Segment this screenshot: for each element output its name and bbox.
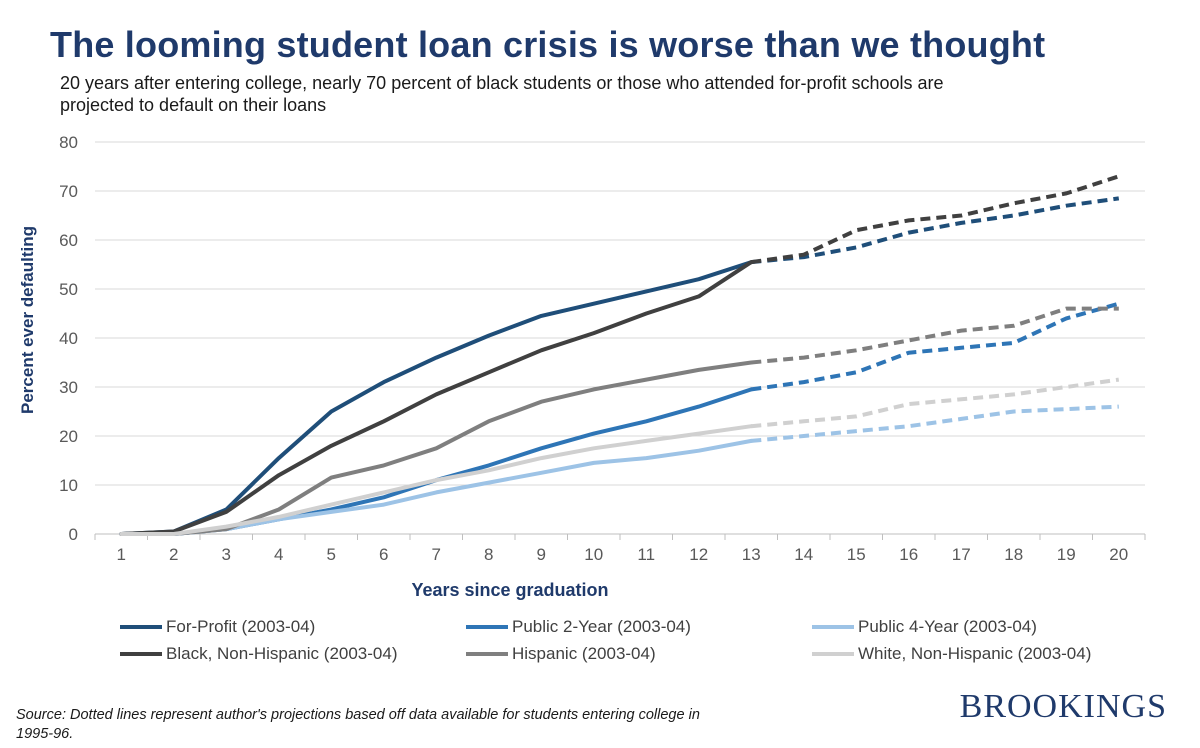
x-axis-label: Years since graduation xyxy=(411,580,608,600)
x-tick-label: 5 xyxy=(327,545,336,564)
y-tick-label: 70 xyxy=(59,182,78,201)
legend-swatch xyxy=(466,625,508,629)
series-line-projected xyxy=(751,377,1120,429)
legend-label: Public 2-Year (2003-04) xyxy=(512,617,691,636)
y-tick-label: 30 xyxy=(59,378,78,397)
legend-item: For-Profit (2003-04) xyxy=(120,616,466,638)
legend-label: White, Non-Hispanic (2003-04) xyxy=(858,644,1092,663)
series-line-projected xyxy=(751,306,1119,365)
x-tick-label: 3 xyxy=(222,545,231,564)
gridlines xyxy=(95,141,1145,486)
source-note: Source: Dotted lines represent author's … xyxy=(16,707,700,742)
series-lines xyxy=(119,174,1120,536)
brookings-logo: BROOKINGS xyxy=(959,688,1167,725)
y-tick-label: 20 xyxy=(59,427,78,446)
legend-item: Public 2-Year (2003-04) xyxy=(466,616,812,638)
x-tick-label: 14 xyxy=(794,545,813,564)
x-tick-label: 9 xyxy=(537,545,546,564)
chart-legend: For-Profit (2003-04) Public 2-Year (2003-… xyxy=(120,616,1200,665)
legend-label: Public 4-Year (2003-04) xyxy=(858,617,1037,636)
x-tick-label: 15 xyxy=(847,545,866,564)
series-line-projected xyxy=(751,404,1119,443)
series-line-observed xyxy=(119,438,754,536)
series-line-observed xyxy=(119,360,754,536)
series-line-projected xyxy=(751,301,1120,392)
legend-item: Black, Non-Hispanic (2003-04) xyxy=(120,643,466,665)
legend-item: Public 4-Year (2003-04) xyxy=(812,616,1158,638)
legend-label: Black, Non-Hispanic (2003-04) xyxy=(166,644,398,663)
x-tick-label: 20 xyxy=(1109,545,1128,564)
legend-swatch xyxy=(812,652,854,656)
legend-swatch xyxy=(812,625,854,629)
y-tick-label: 80 xyxy=(59,133,78,152)
legend-swatch xyxy=(120,625,162,629)
x-tick-label: 13 xyxy=(742,545,761,564)
x-tick-label: 12 xyxy=(689,545,708,564)
series-line-observed xyxy=(119,260,754,536)
legend-swatch xyxy=(120,652,162,656)
x-tick-label: 11 xyxy=(637,545,655,564)
series-line-observed xyxy=(119,424,754,536)
x-tick-label: 10 xyxy=(584,545,603,564)
y-tick-label: 60 xyxy=(59,231,78,250)
series-line-projected xyxy=(751,196,1120,265)
chart-title: The looming student loan crisis is worse… xyxy=(50,24,1046,65)
y-tick-label: 40 xyxy=(59,329,78,348)
x-tick-label: 6 xyxy=(379,545,388,564)
y-tick-label: 50 xyxy=(59,280,78,299)
legend-item: White, Non-Hispanic (2003-04) xyxy=(812,643,1158,665)
y-axis-label: Percent ever defaulting xyxy=(18,226,37,414)
x-tick-label: 2 xyxy=(169,545,178,564)
series-line-projected xyxy=(751,174,1120,265)
x-tick-label: 18 xyxy=(1004,545,1023,564)
legend-label: Hispanic (2003-04) xyxy=(512,644,656,663)
x-tick-label: 4 xyxy=(274,545,283,564)
legend-item: Hispanic (2003-04) xyxy=(466,643,812,665)
y-tick-label: 0 xyxy=(69,525,78,544)
x-tick-label: 17 xyxy=(952,545,971,564)
x-tick-label: 1 xyxy=(117,545,126,564)
x-tick-label: 19 xyxy=(1057,545,1076,564)
x-tick-label: 8 xyxy=(484,545,493,564)
y-tick-label: 10 xyxy=(59,476,78,495)
legend-label: For-Profit (2003-04) xyxy=(166,617,316,636)
chart-subtitle: 20 years after entering college, nearly … xyxy=(60,73,944,115)
x-tick-label: 7 xyxy=(432,545,441,564)
legend-swatch xyxy=(466,652,508,656)
x-tick-label: 16 xyxy=(899,545,918,564)
